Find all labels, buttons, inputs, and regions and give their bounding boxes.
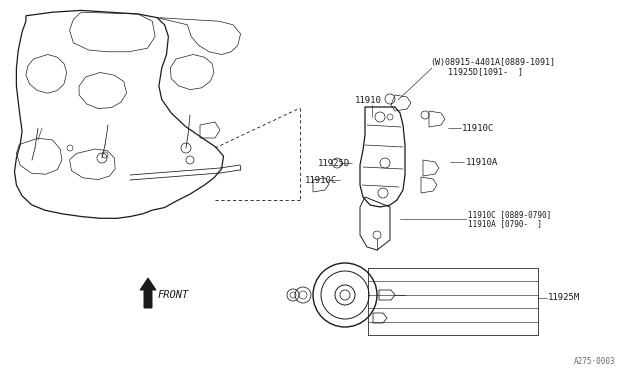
- Text: 11925D[1091-  ]: 11925D[1091- ]: [448, 67, 523, 77]
- Text: 11925D: 11925D: [318, 158, 350, 167]
- Text: A275·0003: A275·0003: [574, 357, 616, 366]
- Text: (W)08915-4401A[0889-1091]: (W)08915-4401A[0889-1091]: [430, 58, 555, 67]
- Text: 11910C: 11910C: [462, 124, 494, 132]
- Text: 11925M: 11925M: [548, 294, 580, 302]
- Text: FRONT: FRONT: [158, 290, 189, 300]
- Text: 11910C [0889-0790]: 11910C [0889-0790]: [468, 211, 551, 219]
- Text: 11910: 11910: [355, 96, 382, 105]
- Text: 11910A: 11910A: [466, 157, 499, 167]
- Polygon shape: [140, 278, 156, 308]
- Text: 11910A [0790-  ]: 11910A [0790- ]: [468, 219, 542, 228]
- Text: 11910C: 11910C: [305, 176, 337, 185]
